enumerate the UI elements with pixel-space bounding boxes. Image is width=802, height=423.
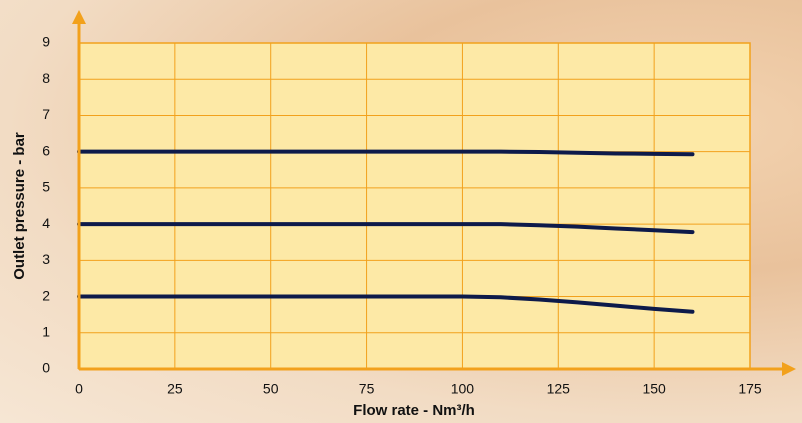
y-axis-arrow — [72, 10, 86, 24]
y-tick-label: 9 — [42, 34, 50, 50]
x-tick-label: 75 — [359, 381, 375, 397]
y-tick-label: 2 — [42, 287, 50, 303]
x-tick-label: 125 — [547, 381, 571, 397]
x-tick-label: 150 — [642, 381, 666, 397]
x-tick-label: 25 — [167, 381, 183, 397]
plot-area — [78, 42, 751, 370]
y-tick-label: 6 — [42, 142, 50, 158]
y-axis-title: Outlet pressure - bar — [11, 132, 28, 280]
x-axis-arrow — [782, 362, 796, 376]
y-tick-label: 1 — [42, 323, 50, 339]
y-tick-label: 0 — [42, 360, 50, 376]
y-tick-label: 5 — [42, 179, 50, 195]
x-axis-title: Flow rate - Nm³/h — [353, 402, 475, 419]
y-tick-label: 3 — [42, 251, 50, 267]
data-line — [77, 149, 695, 157]
x-tick-label: 100 — [451, 381, 475, 397]
y-tick-label: 4 — [42, 215, 50, 231]
data-line — [77, 294, 695, 314]
x-tick-label: 175 — [738, 381, 762, 397]
y-tick-label: 7 — [42, 106, 50, 122]
data-line — [77, 222, 695, 235]
lines — [77, 149, 695, 314]
y-tick-label: 8 — [42, 70, 50, 86]
x-tick-label: 0 — [75, 381, 83, 397]
x-tick-label: 50 — [263, 381, 279, 397]
